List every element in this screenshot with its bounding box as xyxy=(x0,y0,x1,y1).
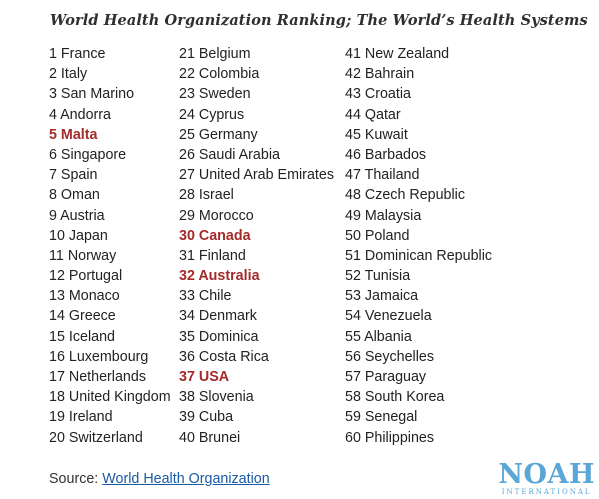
ranking-item: 15 Iceland xyxy=(49,328,115,345)
ranking-item: 24 Cyprus xyxy=(179,106,245,123)
source-line: Source: World Health Organization xyxy=(49,471,270,487)
ranking-item: 20 Switzerland xyxy=(49,429,143,446)
ranking-item: 40 Brunei xyxy=(179,429,241,446)
ranking-item: 55 Albania xyxy=(345,328,412,345)
ranking-item: 45 Kuwait xyxy=(345,126,408,143)
ranking-item: 10 Japan xyxy=(49,227,108,244)
ranking-column-2: 21 Belgium 22 Colombia 23 Sweden 24 Cyprus 2… xyxy=(179,44,334,448)
ranking-item: 36 Costa Rica xyxy=(179,348,269,365)
ranking-item-highlighted: 37 USA xyxy=(179,369,230,385)
ranking-item: 17 Netherlands xyxy=(49,369,146,385)
ranking-item: 18 United Kingdom xyxy=(49,389,171,406)
ranking-item: 43 Croatia xyxy=(345,86,411,103)
ranking-item: 29 Morocco xyxy=(179,207,254,224)
ranking-item: 33 Chile xyxy=(179,288,232,305)
logo-wordmark: NOAH xyxy=(498,459,595,490)
ranking-item: 11 Norway xyxy=(49,247,117,264)
ranking-item: 4 Andorra xyxy=(49,106,111,123)
ranking-item: 38 Slovenia xyxy=(179,389,254,406)
ranking-item: 48 Czech Republic xyxy=(345,187,466,204)
ranking-item: 39 Cuba xyxy=(179,409,234,426)
ranking-item: 12 Portugal xyxy=(49,268,123,285)
ranking-item: 47 Thailand xyxy=(345,167,420,184)
ranking-item-highlighted: 5 Malta xyxy=(49,126,98,143)
ranking-item: 56 Seychelles xyxy=(345,348,435,365)
ranking-item: 28 Israel xyxy=(179,187,234,204)
ranking-item: 44 Qatar xyxy=(345,106,401,123)
ranking-item: 53 Jamaica xyxy=(345,288,419,305)
ranking-item: 31 Finland xyxy=(179,247,246,264)
ranking-item: 51 Dominican Republic xyxy=(345,247,493,264)
ranking-item: 21 Belgium xyxy=(179,46,251,62)
ranking-item: 16 Luxembourg xyxy=(49,348,149,365)
ranking-column-1: 1 France 2 Italy 3 San Marino 4 Andorra 5 Ma… xyxy=(49,44,171,448)
ranking-item: 26 Saudi Arabia xyxy=(179,146,280,163)
ranking-item: 54 Venezuela xyxy=(345,308,432,325)
ranking-item: 25 Germany xyxy=(179,126,258,143)
ranking-item: 22 Colombia xyxy=(179,66,260,83)
ranking-item: 35 Dominica xyxy=(179,328,259,345)
ranking-item-highlighted: 32 Australia xyxy=(179,268,260,285)
ranking-item: 1 France xyxy=(49,46,106,62)
ranking-item-highlighted: 30 Canada xyxy=(179,227,251,244)
ranking-item: 34 Denmark xyxy=(179,308,257,325)
ranking-column-3: 41 New Zealand 42 Bahrain 43 Croatia 44 Qat… xyxy=(345,44,492,448)
ranking-item: 41 New Zealand xyxy=(345,46,450,62)
ranking-item: 52 Tunisia xyxy=(345,268,411,285)
ranking-item: 19 Ireland xyxy=(49,409,113,426)
ranking-item: 60 Philippines xyxy=(345,429,435,446)
ranking-item: 27 United Arab Emirates xyxy=(179,167,334,184)
ranking-item: 46 Barbados xyxy=(345,146,427,163)
ranking-item: 6 Singapore xyxy=(49,146,127,163)
ranking-item: 59 Senegal xyxy=(345,409,418,426)
ranking-item: 42 Bahrain xyxy=(345,66,415,83)
ranking-item: 3 San Marino xyxy=(49,86,135,103)
ranking-item: 7 Spain xyxy=(49,167,98,184)
ranking-item: 23 Sweden xyxy=(179,86,251,103)
ranking-item: 2 Italy xyxy=(49,66,88,83)
ranking-item: 49 Malaysia xyxy=(345,207,422,224)
logo-subtitle: INTERNATIONAL xyxy=(501,488,592,496)
ranking-item: 57 Paraguay xyxy=(345,369,427,385)
noah-logo: NOAH INTERNATIONAL xyxy=(498,459,595,496)
source-link[interactable]: World Health Organization xyxy=(102,471,270,487)
ranking-item: 58 South Korea xyxy=(345,389,445,406)
ranking-item: 8 Oman xyxy=(49,187,100,204)
ranking-item: 50 Poland xyxy=(345,227,410,244)
ranking-item: 13 Monaco xyxy=(49,288,120,305)
ranking-item: 9 Austria xyxy=(49,207,105,224)
ranking-item: 14 Greece xyxy=(49,308,116,325)
page-title: World Health Organization Ranking; The W… xyxy=(50,12,588,29)
source-label: Source: xyxy=(49,471,99,487)
